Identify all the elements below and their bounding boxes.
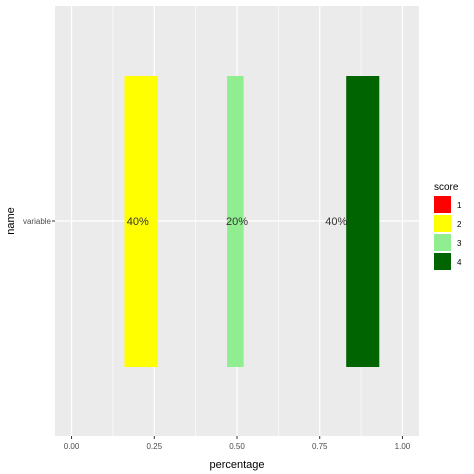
data-label: 40% [325,216,347,228]
legend-label: 2 [457,220,462,229]
bar-score-3 [227,76,244,367]
x-tick-label: 0.50 [229,442,245,451]
legend: score 1 2 3 4 [434,182,462,270]
y-axis-title: name [5,207,17,235]
legend-key-4 [434,253,451,270]
x-axis-title: percentage [209,459,264,471]
legend-label: 3 [457,239,462,248]
bar-score-2 [124,76,158,367]
bar-score-4 [346,76,380,367]
legend-label: 4 [457,258,462,267]
legend-key-2 [434,215,451,232]
x-tick-label: 0.25 [146,442,162,451]
y-axis-ticks: variable [23,217,55,226]
x-tick-label: 0.00 [64,442,80,451]
y-tick-label: variable [23,217,52,226]
data-label: 20% [226,216,248,228]
legend-key-1 [434,196,451,213]
x-axis-ticks: 0.00 0.25 0.50 0.75 1.00 [64,436,411,451]
x-tick-label: 1.00 [395,442,411,451]
x-tick-label: 0.75 [312,442,328,451]
data-labels: 40% 20% 40% [127,216,348,228]
legend-title: score [434,182,459,193]
bars [124,76,380,367]
data-label: 40% [127,216,149,228]
legend-key-3 [434,234,451,251]
legend-label: 1 [457,201,462,210]
